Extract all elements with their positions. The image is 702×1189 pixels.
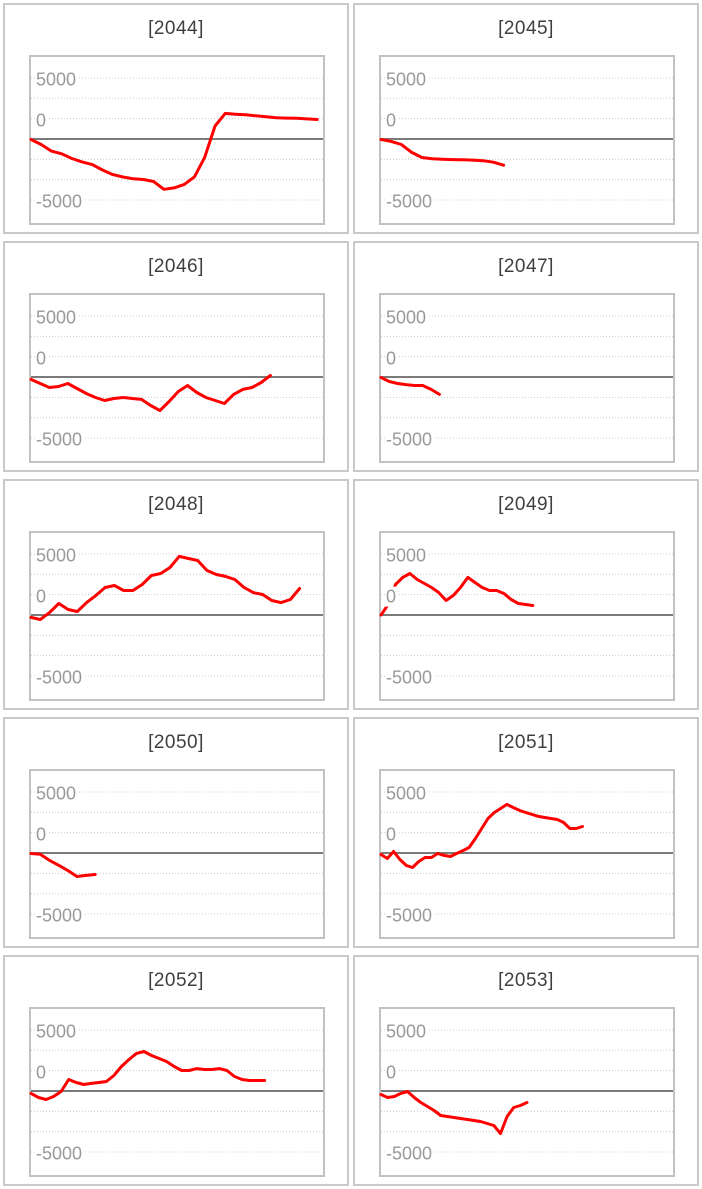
chart-plot-area: 5000 0 -5000 — [379, 55, 675, 225]
y-tick-5000: 5000 — [35, 69, 80, 91]
chart-plot-area: 5000 0 -5000 — [29, 1007, 325, 1177]
y-tick-5000: 5000 — [385, 783, 430, 805]
chart-card: [2049] 5000 0 -5000 — [353, 479, 699, 710]
chart-plot-area: 5000 0 -5000 — [29, 531, 325, 701]
chart-title: [2053] — [498, 970, 554, 991]
line-chart-svg — [379, 1029, 673, 1153]
series-line — [379, 572, 535, 617]
line-chart-svg — [379, 553, 673, 677]
y-tick-0: 0 — [35, 348, 50, 369]
y-tick-minus-5000: -5000 — [35, 1143, 86, 1165]
chart-plot-area: 5000 0 -5000 — [29, 55, 325, 225]
y-tick-minus-5000: -5000 — [35, 667, 86, 689]
y-tick-5000: 5000 — [385, 1021, 430, 1043]
series-line — [29, 111, 319, 191]
y-tick-minus-5000: -5000 — [385, 905, 436, 927]
chart-plot-area: 5000 0 -5000 — [29, 293, 325, 463]
series-line — [379, 138, 506, 167]
y-tick-minus-5000: -5000 — [385, 429, 436, 451]
chart-plot-area: 5000 0 -5000 — [379, 293, 675, 463]
chart-plot-area: 5000 0 -5000 — [379, 531, 675, 701]
y-tick-5000: 5000 — [35, 545, 80, 567]
line-chart-svg — [379, 77, 673, 201]
y-tick-minus-5000: -5000 — [35, 429, 86, 451]
chart-card: [2044] 5000 0 -5000 — [3, 3, 349, 234]
y-tick-5000: 5000 — [35, 783, 80, 805]
y-tick-5000: 5000 — [385, 545, 430, 567]
y-tick-0: 0 — [385, 1062, 400, 1083]
charts-grid: [2044] 5000 0 -5000 [2045] 5000 0 -5000 … — [3, 3, 699, 1186]
line-chart-svg — [29, 553, 323, 677]
chart-title: [2052] — [148, 970, 204, 991]
chart-card: [2050] 5000 0 -5000 — [3, 717, 349, 948]
series-line — [379, 1090, 529, 1135]
y-tick-0: 0 — [385, 586, 400, 607]
line-chart-svg — [29, 791, 323, 915]
chart-card: [2052] 5000 0 -5000 — [3, 955, 349, 1186]
chart-card: [2048] 5000 0 -5000 — [3, 479, 349, 710]
y-tick-minus-5000: -5000 — [385, 1143, 436, 1165]
y-tick-0: 0 — [35, 586, 50, 607]
chart-title: [2046] — [148, 256, 204, 277]
chart-plot-area: 5000 0 -5000 — [379, 769, 675, 939]
y-tick-0: 0 — [35, 1062, 50, 1083]
chart-plot-area: 5000 0 -5000 — [29, 769, 325, 939]
y-tick-minus-5000: -5000 — [35, 905, 86, 927]
line-chart-svg — [379, 315, 673, 439]
series-line — [29, 554, 302, 621]
y-tick-5000: 5000 — [35, 1021, 80, 1043]
chart-card: [2051] 5000 0 -5000 — [353, 717, 699, 948]
chart-title: [2051] — [498, 732, 554, 753]
y-tick-0: 0 — [35, 824, 50, 845]
series-line — [29, 1050, 267, 1101]
series-line — [379, 802, 584, 869]
y-tick-0: 0 — [385, 110, 400, 131]
chart-title: [2050] — [148, 732, 204, 753]
y-tick-0: 0 — [35, 110, 50, 131]
chart-title: [2049] — [498, 494, 554, 515]
y-tick-5000: 5000 — [385, 69, 430, 91]
chart-card: [2046] 5000 0 -5000 — [3, 241, 349, 472]
y-tick-minus-5000: -5000 — [385, 667, 436, 689]
y-tick-0: 0 — [385, 824, 400, 845]
series-line — [29, 852, 97, 878]
series-line — [379, 376, 441, 396]
chart-title: [2045] — [498, 18, 554, 39]
chart-title: [2048] — [148, 494, 204, 515]
chart-title: [2044] — [148, 18, 204, 39]
y-tick-minus-5000: -5000 — [35, 191, 86, 213]
y-tick-5000: 5000 — [35, 307, 80, 329]
y-tick-minus-5000: -5000 — [385, 191, 436, 213]
chart-card: [2047] 5000 0 -5000 — [353, 241, 699, 472]
chart-card: [2053] 5000 0 -5000 — [353, 955, 699, 1186]
chart-plot-area: 5000 0 -5000 — [379, 1007, 675, 1177]
chart-title: [2047] — [498, 256, 554, 277]
y-tick-0: 0 — [385, 348, 400, 369]
y-tick-5000: 5000 — [385, 307, 430, 329]
series-line — [29, 374, 272, 412]
chart-card: [2045] 5000 0 -5000 — [353, 3, 699, 234]
